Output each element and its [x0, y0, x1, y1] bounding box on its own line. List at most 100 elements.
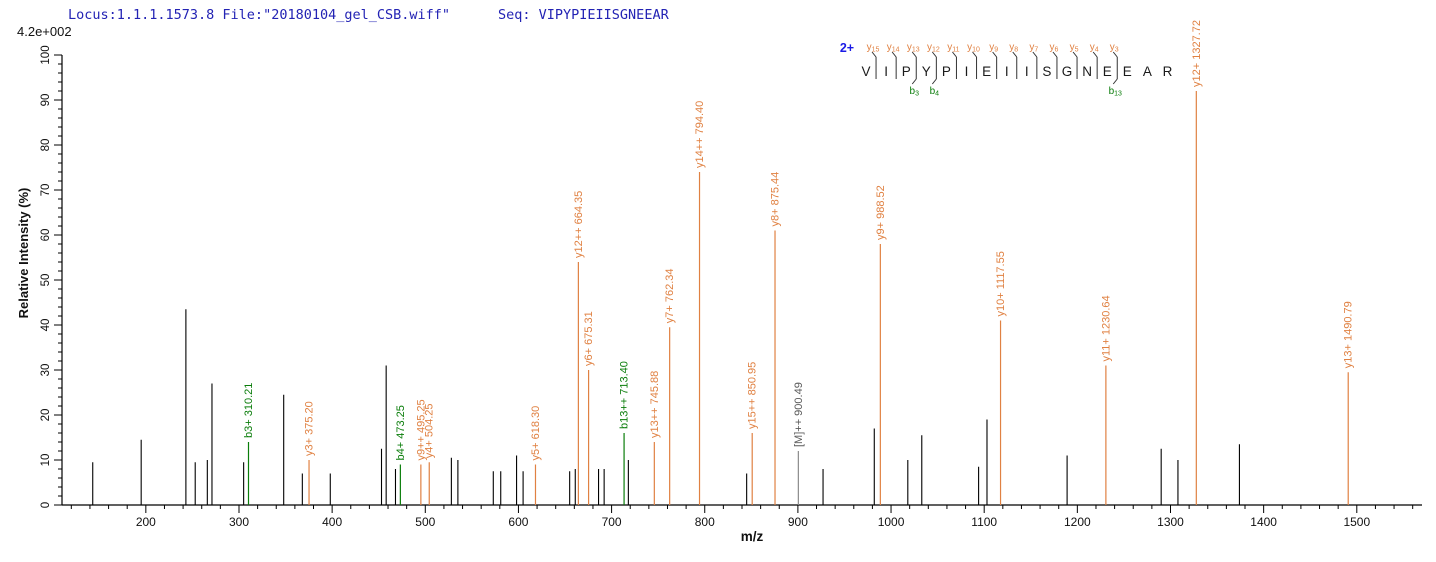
y-tick-label: 30 — [40, 364, 52, 377]
residue-letter: P — [902, 64, 911, 79]
residue-letter: I — [884, 64, 888, 79]
y-axis-title: Relative Intensity (%) — [16, 188, 31, 319]
b-fragment-tick — [931, 78, 937, 85]
peak-label-y: y9++ 495.25 — [415, 399, 427, 460]
peak-label-b: b3+ 310.21 — [243, 383, 255, 438]
y-ion-label: y10 — [967, 42, 980, 54]
y-tick-label: 40 — [40, 319, 52, 332]
y-fragment-tick — [871, 51, 877, 58]
y-ion-label: y9 — [989, 42, 998, 54]
peak-label-b: b4+ 473.25 — [395, 405, 407, 460]
x-tick-label: 200 — [136, 515, 156, 529]
x-tick-label: 500 — [415, 515, 435, 529]
y-tick-label: 0 — [40, 502, 52, 508]
y-fragment-tick — [952, 51, 957, 58]
residue-letter: R — [1163, 64, 1173, 79]
y-fragment-tick — [931, 51, 937, 58]
b-fragment-tick — [1112, 78, 1118, 85]
y-ion-label: y12 — [927, 42, 940, 54]
x-tick-label: 1100 — [971, 515, 997, 529]
peak-label-y: y14++ 794.40 — [694, 101, 706, 168]
x-tick-label: 900 — [788, 515, 808, 529]
y-tick-label: 60 — [40, 229, 52, 242]
b-ion-label: b4 — [930, 86, 940, 98]
x-tick-label: 300 — [229, 515, 249, 529]
b-ion-label: b3 — [910, 86, 920, 98]
residue-letter: Y — [922, 64, 931, 79]
locus-file-text: Locus:1.1.1.1573.8 File:"20180104_gel_CS… — [68, 7, 451, 23]
residue-letter: I — [1025, 64, 1029, 79]
x-axis-title: m/z — [741, 529, 764, 544]
y-ion-label: y3 — [1110, 42, 1119, 54]
y-ion-label: y11 — [947, 42, 959, 54]
peak-label-y: y8+ 875.44 — [770, 172, 782, 227]
x-tick-label: 1500 — [1343, 515, 1370, 529]
x-tick-label: 1300 — [1157, 515, 1184, 529]
y-fragment-tick — [1112, 51, 1118, 58]
charge-state-label: 2+ — [840, 41, 854, 55]
y-fragment-tick — [1032, 51, 1038, 58]
y-fragment-tick — [992, 51, 998, 58]
y-fragment-tick — [1092, 51, 1098, 58]
y-ion-label: y15 — [867, 42, 880, 54]
residue-letter: A — [1143, 64, 1152, 79]
x-tick-label: 800 — [695, 515, 715, 529]
x-tick-label: 700 — [602, 515, 622, 529]
y-fragment-tick — [972, 51, 977, 58]
y-ion-label: y13 — [907, 42, 920, 54]
peak-label-y: y13++ 745.88 — [649, 371, 661, 438]
residue-letter: S — [1042, 64, 1051, 79]
y-fragment-tick — [1072, 51, 1078, 58]
residue-letter: G — [1062, 64, 1073, 79]
residue-letter: N — [1082, 64, 1092, 79]
residue-letter: I — [1005, 64, 1009, 79]
y-tick-label: 10 — [40, 454, 52, 467]
b-fragment-tick — [911, 78, 917, 85]
peak-label-y: y12++ 664.35 — [573, 191, 585, 258]
residue-letter: I — [965, 64, 969, 79]
y-fragment-tick — [891, 51, 897, 58]
peak-label-precursor: [M]++ 900.49 — [793, 382, 805, 447]
residue-letter: P — [942, 64, 951, 79]
peak-label-y: y5+ 618.30 — [530, 406, 542, 461]
residue-letter: E — [982, 64, 991, 79]
spectrum-header: Locus:1.1.1.1573.8 File:"20180104_gel_CS… — [68, 7, 669, 23]
y-ion-label: y4 — [1090, 42, 1099, 54]
y-tick-label: 80 — [40, 139, 52, 152]
y-ion-label: y8 — [1009, 42, 1018, 54]
y-fragment-tick — [1052, 51, 1058, 58]
b-ion-label: b13 — [1109, 86, 1122, 98]
y-tick-label: 70 — [40, 184, 52, 197]
peak-label-y: y13+ 1490.79 — [1343, 301, 1355, 368]
peak-label-y: y11+ 1230.64 — [1100, 295, 1112, 361]
y-tick-label: 50 — [40, 274, 52, 287]
y-ion-label: y7 — [1029, 42, 1038, 54]
peak-label-y: y3+ 375.20 — [304, 401, 316, 456]
peak-label-y: y7+ 762.34 — [664, 269, 676, 324]
y-fragment-tick — [1012, 51, 1018, 58]
residue-letter: E — [1103, 64, 1112, 79]
x-tick-label: 1200 — [1064, 515, 1091, 529]
peak-label-y: y10+ 1117.55 — [995, 251, 1007, 316]
y-ion-label: y14 — [887, 42, 900, 54]
intensity-scale-label: 4.2e+002 — [17, 24, 72, 39]
peak-label-y: y9+ 988.52 — [875, 185, 887, 240]
residue-letter: E — [1123, 64, 1132, 79]
y-tick-label: 100 — [40, 45, 52, 64]
peak-label-y: y12+ 1327.72 — [1191, 20, 1203, 87]
peak-label-y: y4+ 504.25 — [424, 404, 436, 459]
peak-label-b: b13++ 713.40 — [619, 361, 631, 429]
y-tick-label: 90 — [40, 94, 52, 107]
residue-letter: V — [861, 64, 870, 79]
peak-label-y: y6+ 675.31 — [583, 311, 595, 366]
y-tick-label: 20 — [40, 409, 52, 422]
y-fragment-tick — [911, 51, 917, 58]
x-tick-label: 400 — [322, 515, 342, 529]
peak-label-y: y15++ 850.95 — [747, 362, 759, 429]
y-ion-label: y5 — [1070, 42, 1079, 54]
x-tick-label: 1000 — [878, 515, 905, 529]
sequence-text: Seq: VIPYPIEIISGNEEAR — [498, 7, 669, 23]
y-ion-label: y6 — [1049, 42, 1058, 54]
